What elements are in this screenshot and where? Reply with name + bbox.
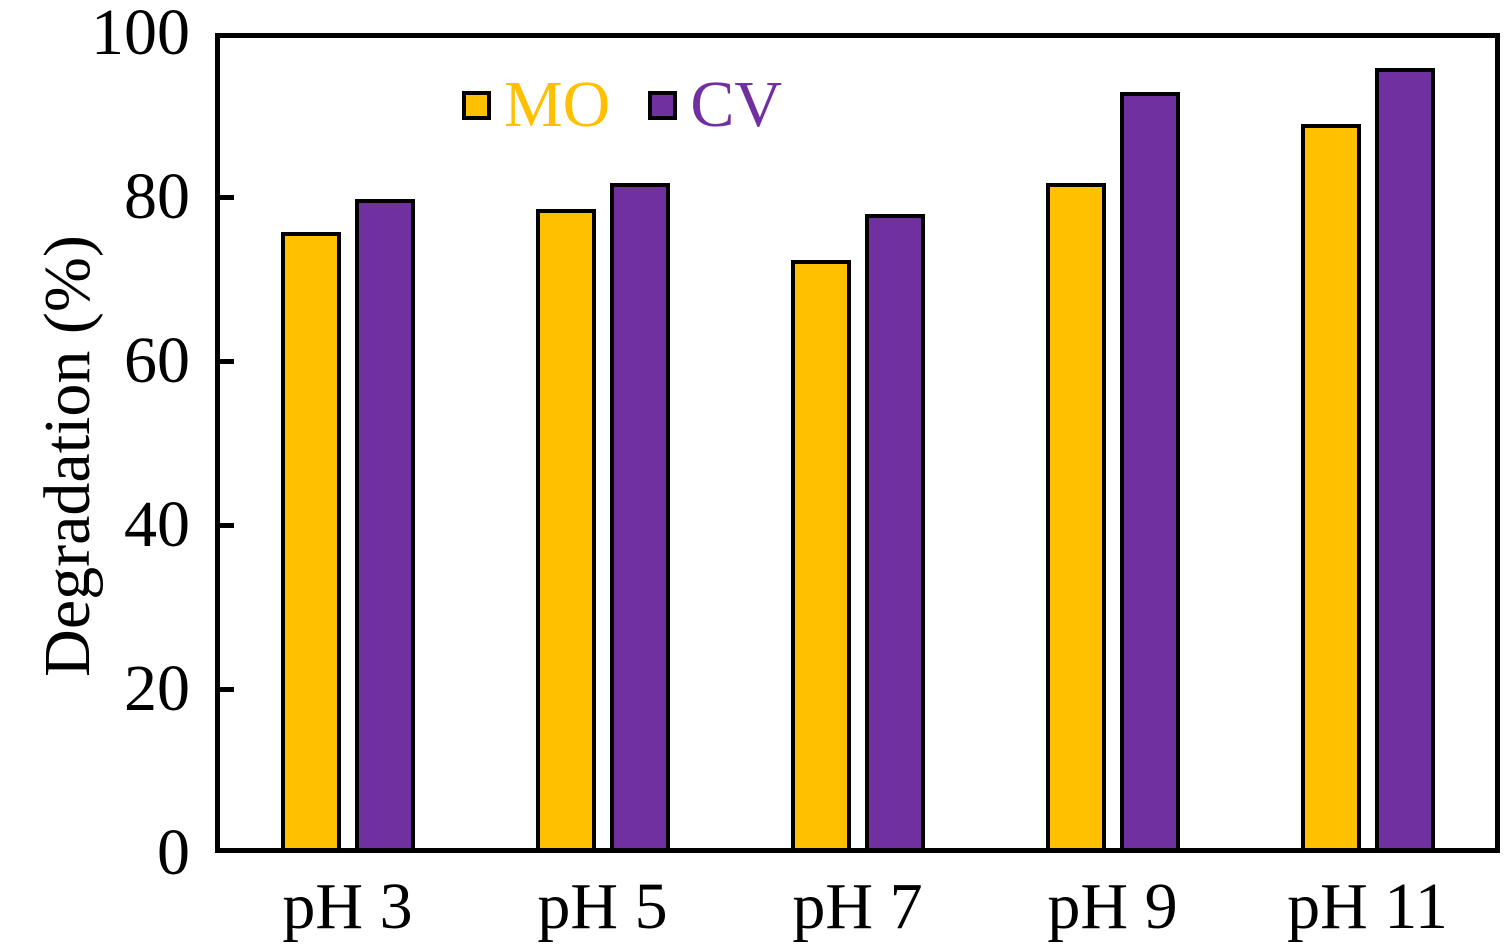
bar-cv-ph-5: [609, 183, 670, 848]
plot-area: MO CV: [215, 33, 1500, 853]
x-tick-label-ph-3: pH 3: [282, 870, 413, 943]
legend-swatch-cv: [648, 90, 678, 120]
bar-mo-ph-3: [280, 232, 341, 848]
bar-cv-ph-3: [354, 198, 415, 848]
bar-mo-ph-11: [1300, 124, 1361, 848]
y-axis-title: Degradation (%): [31, 235, 104, 677]
y-tick-label-60: 60: [124, 324, 190, 397]
x-tick-label-ph-5: pH 5: [537, 870, 668, 943]
bar-cv-ph-11: [1374, 68, 1435, 848]
bar-cv-ph-7: [864, 214, 925, 848]
x-tick-label-ph-11: pH 11: [1287, 870, 1448, 943]
legend-swatch-mo: [462, 90, 491, 120]
x-tick-label-ph-9: pH 9: [1047, 870, 1178, 943]
bar-cv-ph-9: [1119, 92, 1180, 848]
y-tick-label-20: 20: [124, 652, 190, 725]
bar-mo-ph-9: [1045, 183, 1106, 848]
bar-mo-ph-5: [535, 209, 596, 848]
plot-inner: [220, 38, 1495, 848]
y-tick-label-100: 100: [91, 0, 190, 69]
bar-mo-ph-7: [790, 260, 851, 848]
y-tick-mark-60: [220, 358, 234, 364]
y-tick-mark-20: [220, 686, 234, 692]
legend-label-mo: MO: [504, 68, 611, 141]
x-tick-label-ph-7: pH 7: [792, 870, 923, 943]
legend-label-cv: CV: [690, 68, 783, 141]
y-tick-mark-40: [220, 522, 234, 528]
legend: MO CV: [462, 72, 782, 138]
y-tick-mark-80: [220, 194, 234, 200]
y-tick-label-40: 40: [124, 488, 190, 561]
y-tick-label-0: 0: [157, 816, 190, 889]
y-tick-label-80: 80: [124, 160, 190, 233]
